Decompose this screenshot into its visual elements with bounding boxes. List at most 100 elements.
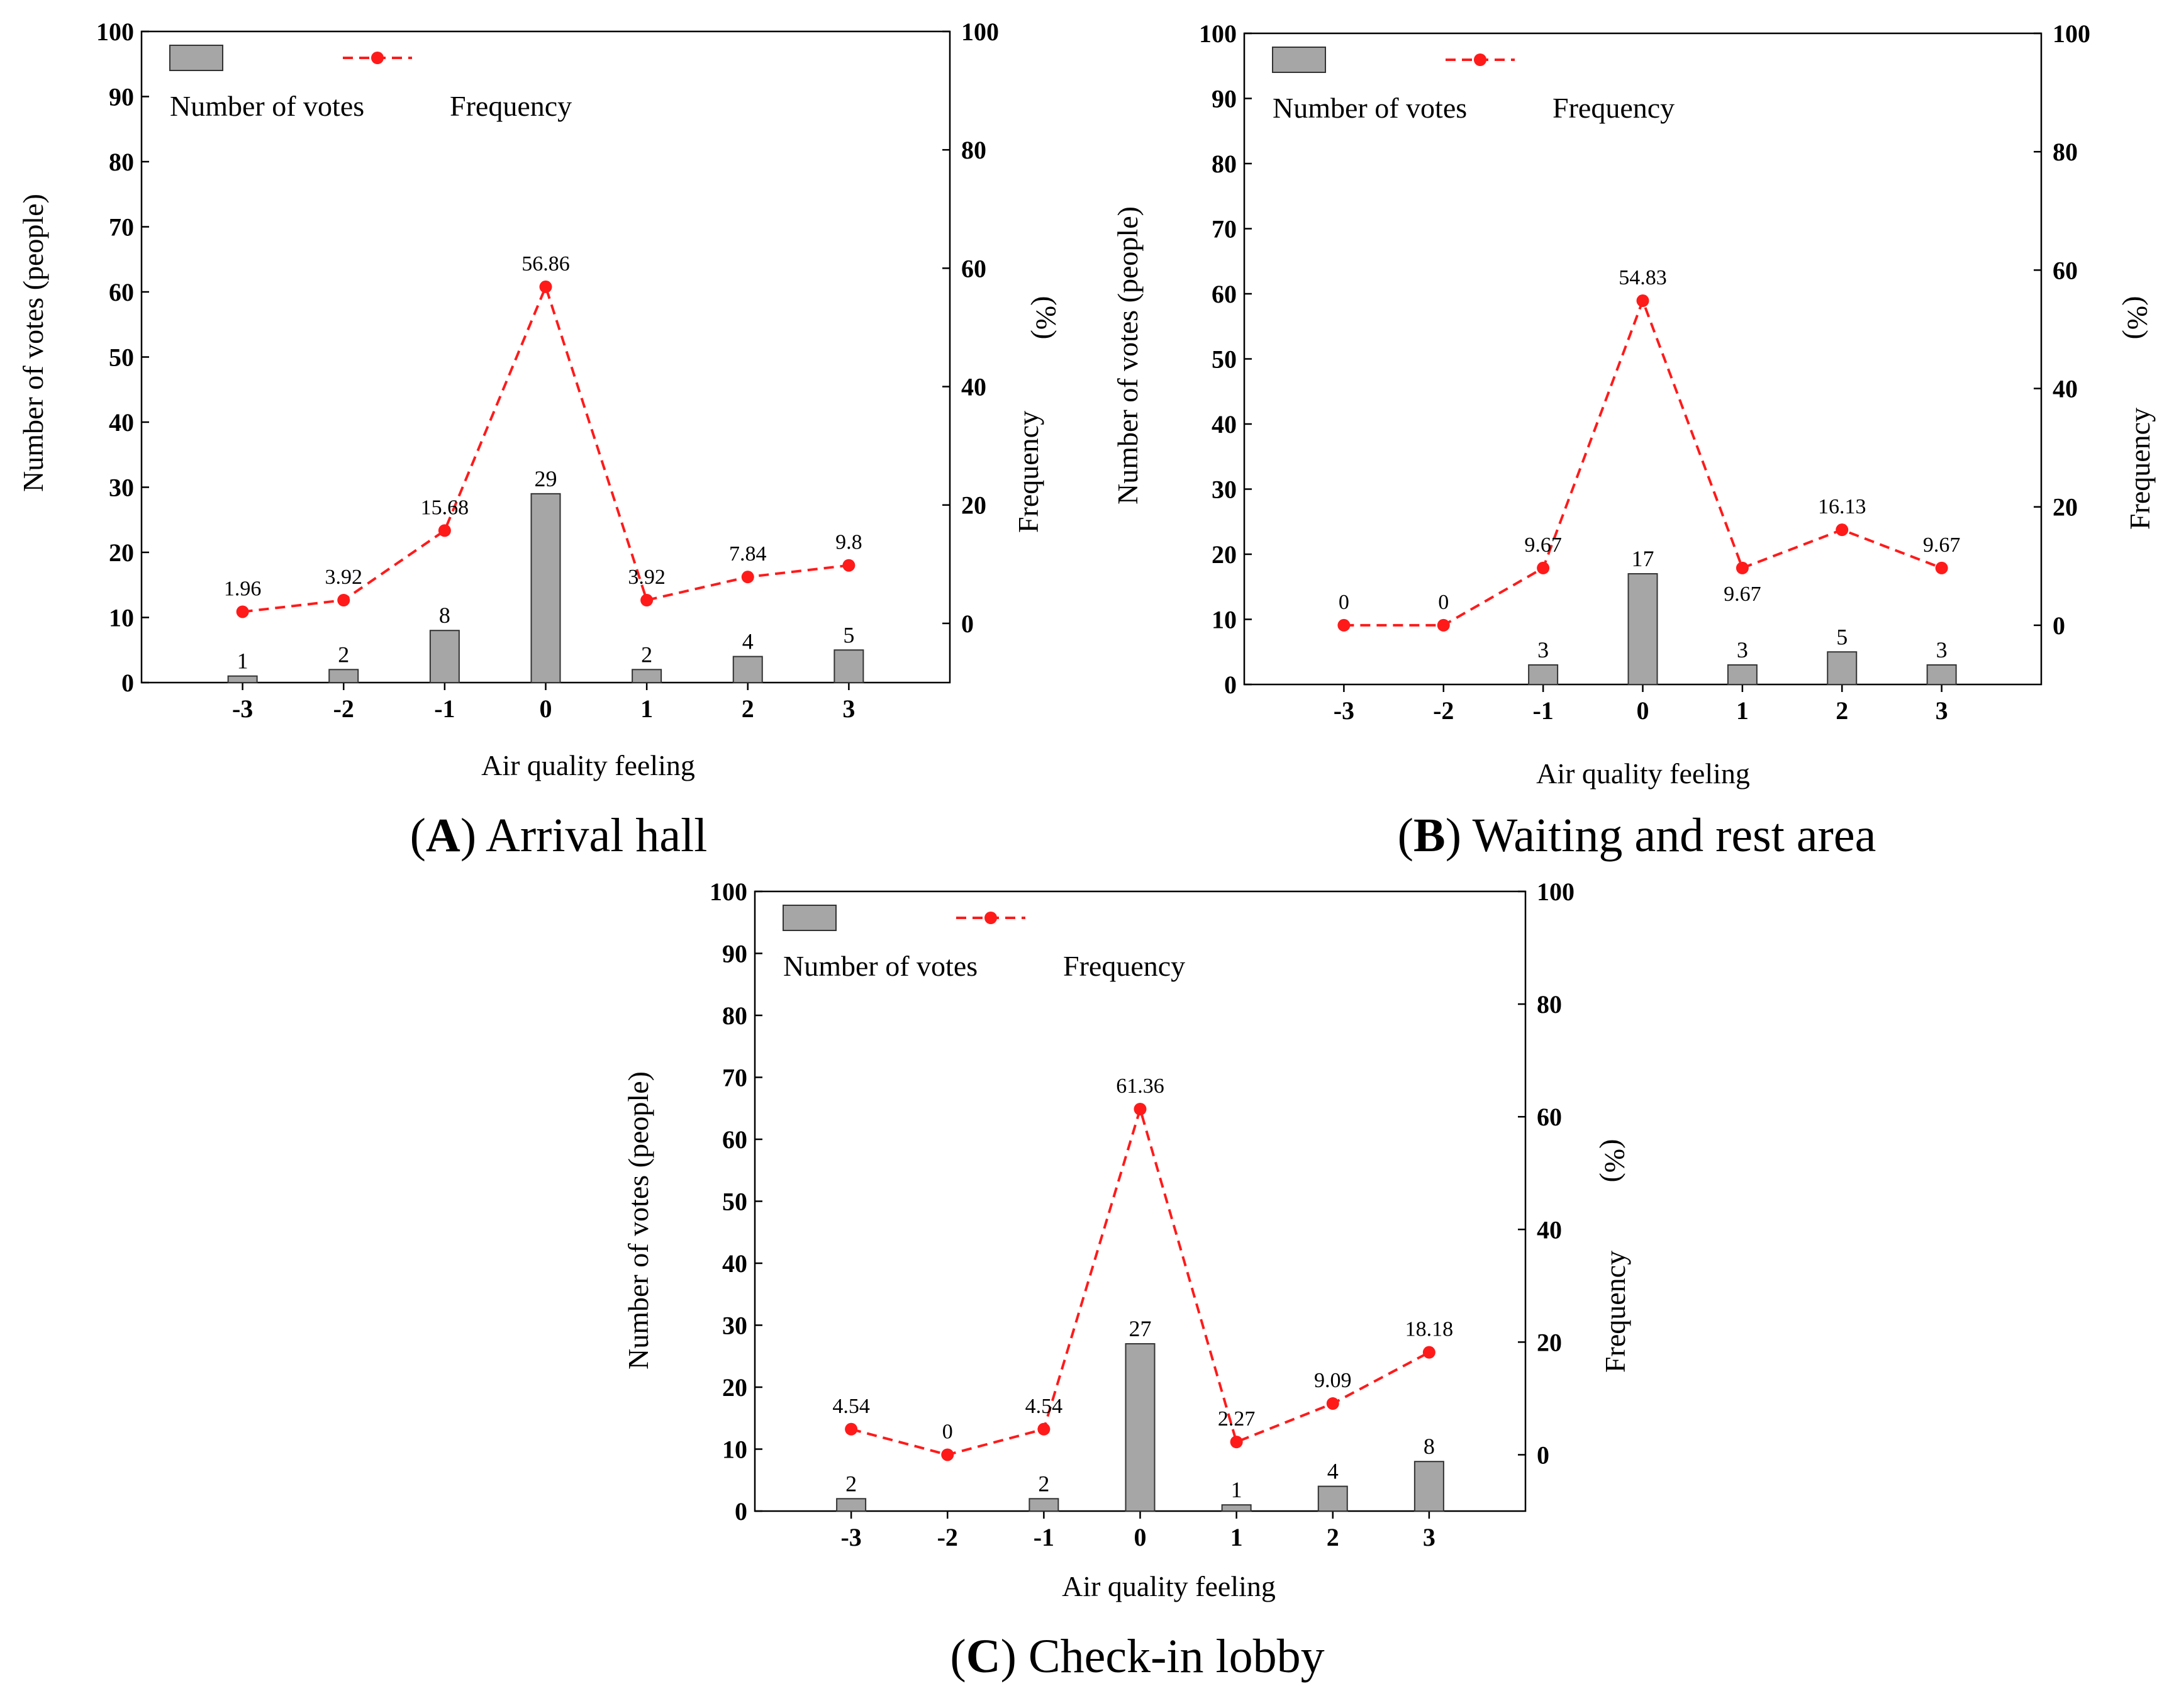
panel-c-ylabel-right: Frequency (1599, 1251, 1631, 1373)
panel-b-bar-label: 3 (1737, 637, 1748, 662)
panel-c-frequency-label: 4.54 (1025, 1395, 1063, 1418)
panel-b-bar (1528, 664, 1559, 685)
panel-c-bar-label: 2 (1038, 1471, 1049, 1496)
panel-b-bar-label: 3 (1936, 637, 1948, 662)
panel-b-right-tick-label: 60 (2053, 256, 2078, 284)
panel-c-frequency-point (1230, 1436, 1243, 1449)
panel-b-ylabel-right-unit: (%) (2122, 296, 2154, 340)
panel-a-bar (632, 669, 662, 684)
panel-a-bar (833, 649, 864, 683)
panel-b-left-tick-label: 100 (1199, 20, 1237, 48)
panel-c-left-tick-label: 60 (722, 1125, 747, 1154)
panel-b-left-tick-label: 70 (1212, 215, 1237, 243)
panel-c-caption-open-paren: ( (950, 1630, 966, 1683)
panel-a-left-tick-label: 40 (109, 408, 134, 437)
panel-c-left-tick-label: 70 (722, 1064, 747, 1092)
panel-a-caption-letter: A (426, 809, 460, 862)
panel-c-frequency-label: 0 (942, 1420, 953, 1443)
panel-c-left-tick-label: 20 (722, 1373, 747, 1402)
panel-a-x-tick-label: -1 (434, 695, 455, 723)
panel-a-legend-line-marker (371, 52, 384, 64)
panel-c-right-tick-label: 60 (1537, 1103, 1562, 1131)
panel-b-x-tick-label: -2 (1433, 696, 1454, 725)
panel-a-frequency-point (438, 524, 451, 537)
panel-a-x-tick-label: 3 (842, 695, 855, 723)
panel-b-caption-open-paren: ( (1398, 809, 1413, 862)
panel-c-bar-label: 8 (1424, 1434, 1435, 1459)
panel-a-frequency-point (640, 594, 654, 607)
panel-a-caption: (A) Arrival hall (410, 809, 708, 862)
panel-a-right-tick-label: 0 (961, 610, 974, 638)
panel-a-left-tick-label: 80 (109, 148, 134, 176)
panel-a-legend-bar-label: Number of votes (170, 90, 364, 122)
panel-b-left-tick-label: 60 (1212, 280, 1237, 308)
panel-a-bar-label: 2 (338, 642, 349, 667)
panel-c-right-tick-label: 20 (1537, 1328, 1562, 1356)
panel-b-frequency-point (1437, 618, 1450, 632)
panel-c-frequency-label: 9.09 (1314, 1369, 1352, 1392)
panel-c-right-tick-label: 100 (1537, 878, 1575, 906)
panel-b-left-tick-label: 0 (1224, 671, 1237, 699)
panel-a-right-tick-label: 80 (961, 136, 986, 164)
panel-c-bar (1028, 1498, 1059, 1512)
panel-a-right-tick-label: 100 (961, 18, 999, 46)
panel-b-caption-letter: B (1413, 809, 1446, 862)
panel-c-frequency-label: 61.36 (1116, 1074, 1164, 1098)
panel-c-left-tick-label: 100 (710, 878, 747, 906)
panel-b-frequency-label: 9.67 (1524, 533, 1562, 557)
panel-a-left-tick-label: 70 (109, 213, 134, 242)
panel-a-right-tick-label: 40 (961, 373, 986, 401)
panel-c-left-tick-label: 40 (722, 1249, 747, 1278)
panel-a-frequency-label: 1.96 (224, 577, 262, 600)
panel-c-bar-label: 2 (845, 1471, 857, 1496)
panel-a-caption-close-paren: ) (460, 809, 486, 862)
panel-a-caption-open-paren: ( (410, 809, 426, 862)
panel-a-bar (530, 493, 561, 683)
panel-b-frequency-label: 9.67 (1724, 583, 1761, 606)
panel-c-bar (1221, 1504, 1252, 1512)
panel-c-frequency-point (941, 1448, 954, 1461)
panel-a-x-tick-label: 1 (640, 695, 653, 723)
panel-b-x-tick-label: 3 (1936, 696, 1948, 725)
panel-a-legend-bar-swatch (169, 45, 223, 71)
panel-c-right-tick-label: 80 (1537, 990, 1562, 1019)
panel-a-left-tick-label: 30 (109, 474, 134, 502)
panel-b-x-tick-label: 1 (1736, 696, 1749, 725)
panel-c-frequency-point (1422, 1346, 1435, 1359)
panel-c-bar (1413, 1461, 1444, 1512)
panel-c-left-tick-label: 90 (722, 940, 747, 968)
panel-a-frequency-point (539, 280, 552, 293)
panel-a-bar-label: 8 (439, 603, 450, 628)
panel-a-left-tick-label: 60 (109, 278, 134, 306)
panel-b-left-tick-label: 90 (1212, 85, 1237, 113)
panel-c-caption-text: Check-in lobby (1028, 1630, 1325, 1683)
panel-c-bar-label: 4 (1327, 1459, 1339, 1484)
panel-b-legend-bar-swatch (1272, 47, 1326, 73)
panel-b-caption-text: Waiting and rest area (1473, 809, 1876, 862)
panel-b-frequency-label: 0 (1438, 591, 1449, 614)
panel-b-right-tick-label: 0 (2053, 611, 2065, 640)
panel-a-frequency-label: 9.8 (835, 531, 862, 554)
panel-b-right-tick-label: 80 (2053, 138, 2078, 166)
panel-a-ylabel-right-unit: (%) (1030, 296, 1062, 340)
panel-b-frequency-point (1935, 561, 1948, 574)
panel-b-left-tick-label: 10 (1212, 606, 1237, 634)
panel-b-bar (1727, 664, 1758, 685)
panel-b-left-tick-label: 40 (1212, 410, 1237, 438)
panel-c-frequency-label: 2.27 (1218, 1407, 1256, 1431)
panel-b-right-tick-label: 40 (2053, 375, 2078, 403)
panel-a-frequency-point (741, 571, 754, 584)
panel-b-caption: (B) Waiting and rest area (1398, 809, 1876, 862)
panel-b-ylabel-left: Number of votes (people) (1112, 206, 1144, 505)
panel-c-frequency-label: 18.18 (1405, 1318, 1454, 1341)
panel-b-xlabel: Air quality feeling (1536, 757, 1750, 790)
panel-a-bar-label: 5 (843, 622, 854, 647)
panel-b-bar-label: 17 (1632, 546, 1654, 571)
panel-a-bar-label: 1 (237, 649, 248, 674)
panel-b-legend-bar-label: Number of votes (1273, 92, 1467, 124)
